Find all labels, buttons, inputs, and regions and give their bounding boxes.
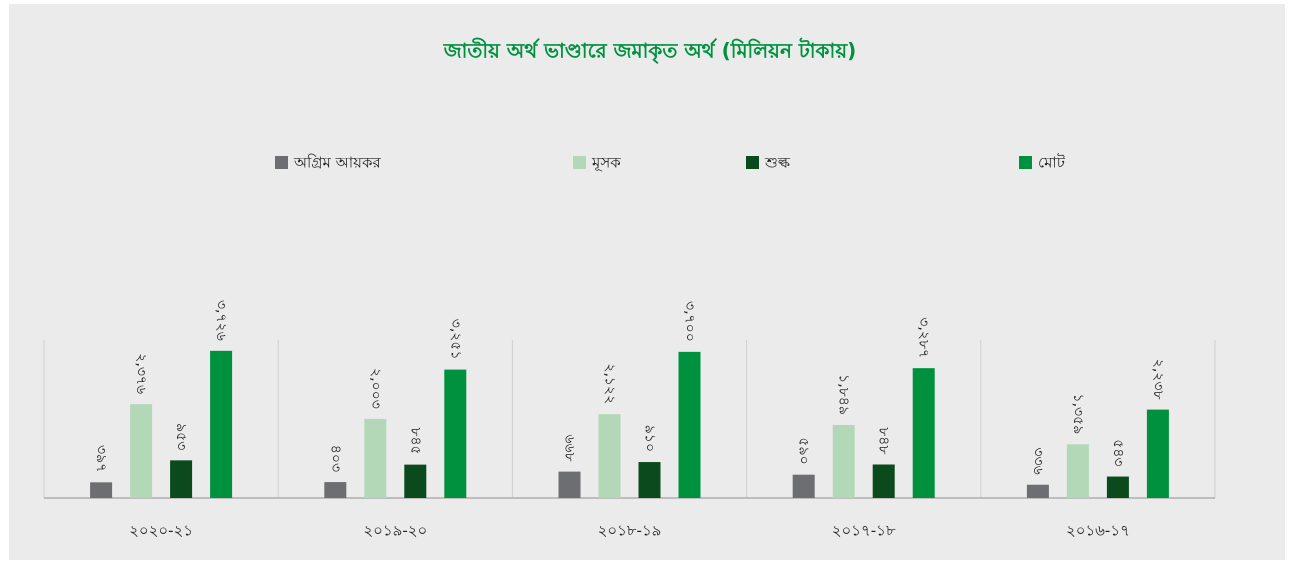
- legend-label: শুল্ক: [764, 154, 791, 172]
- chart-title: জাতীয় অর্থ ভাণ্ডারে জমাকৃত অর্থ (মিলিয়…: [443, 38, 857, 64]
- data-label: ৩,২৫১: [447, 319, 463, 360]
- data-label: ৮৪৫: [407, 427, 423, 454]
- data-label: ৯১০: [642, 425, 658, 452]
- data-label: ৩,২৮৭: [916, 317, 932, 358]
- legend-swatch: [275, 156, 288, 169]
- bar: [912, 368, 935, 498]
- x-tick-label: ২০২০-২১: [129, 522, 193, 540]
- data-label: ৫৪৩: [1110, 439, 1126, 466]
- bar: [872, 464, 895, 498]
- bar: [130, 404, 153, 498]
- data-label: ২,৩৭৬: [133, 353, 149, 394]
- data-label: ৩৩৬: [1030, 447, 1046, 474]
- x-tick-label: ২০১৮-১৯: [598, 522, 662, 540]
- bar: [1146, 409, 1169, 498]
- data-label: ৪০৩: [327, 445, 343, 472]
- bar: [444, 369, 467, 498]
- legend-swatch: [746, 156, 759, 169]
- bar: [364, 418, 387, 498]
- data-label: ৩,৭০০: [682, 301, 698, 342]
- legend-label: অগ্রিম আয়কর: [293, 154, 381, 172]
- data-label: ২,২৩৮: [1150, 359, 1166, 400]
- bar: [1066, 444, 1089, 498]
- x-tick-label: ২০১৭-১৮: [832, 522, 896, 540]
- data-label: ৮৪৮: [876, 427, 892, 454]
- bar: [90, 482, 113, 498]
- data-label: ৬৬৮: [562, 434, 578, 461]
- data-label: ২,১২২: [602, 363, 618, 404]
- bar: [404, 464, 427, 498]
- data-label: ১,৩৫৯: [1070, 394, 1086, 435]
- legend-label: মোট: [1038, 154, 1066, 172]
- data-label: ৯৫৩: [173, 423, 189, 450]
- bar: [1106, 476, 1129, 498]
- bar: [792, 474, 815, 498]
- data-label: ১,৮৪৯: [836, 374, 852, 415]
- bar: [170, 460, 193, 498]
- bar: [638, 462, 661, 498]
- data-label: ৩৯৭: [93, 445, 109, 472]
- bar: [1026, 484, 1049, 498]
- bar: [678, 351, 701, 498]
- bar: [558, 471, 581, 498]
- data-label: ৫৯০: [796, 437, 812, 464]
- legend-swatch: [1019, 156, 1032, 169]
- bar: [598, 414, 621, 498]
- data-label: ৩,৭২৬: [213, 300, 229, 341]
- x-tick-label: ২০১৬-১৭: [1066, 522, 1130, 540]
- x-tick-label: ২০১৯-২০: [363, 522, 427, 540]
- legend-label: মূসক: [591, 154, 621, 173]
- bar: [210, 350, 233, 498]
- legend-swatch: [573, 156, 586, 169]
- data-label: ২,০০৩: [367, 368, 383, 409]
- bar: [324, 482, 347, 498]
- bar: [832, 424, 855, 498]
